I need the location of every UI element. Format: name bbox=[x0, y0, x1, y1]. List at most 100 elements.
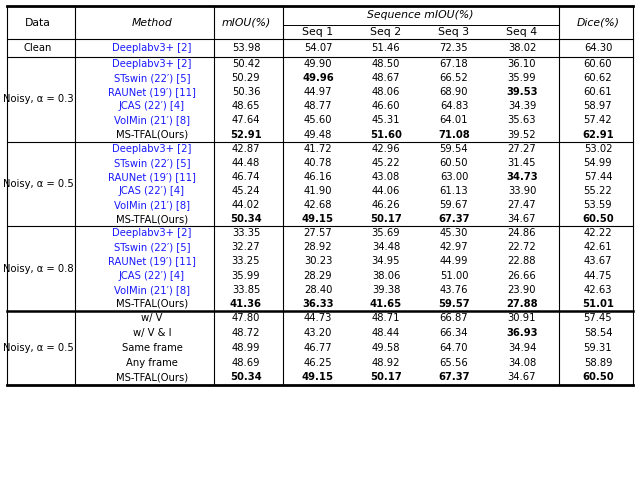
Text: 44.99: 44.99 bbox=[440, 256, 468, 267]
Text: 42.97: 42.97 bbox=[440, 242, 468, 252]
Text: 63.00: 63.00 bbox=[440, 172, 468, 182]
Text: 64.01: 64.01 bbox=[440, 115, 468, 126]
Text: 41.36: 41.36 bbox=[230, 299, 262, 309]
Text: 50.36: 50.36 bbox=[232, 87, 260, 97]
Text: 26.66: 26.66 bbox=[508, 270, 536, 281]
Text: 48.50: 48.50 bbox=[372, 59, 400, 69]
Text: 59.54: 59.54 bbox=[440, 143, 468, 154]
Text: 42.68: 42.68 bbox=[304, 200, 332, 210]
Text: 34.73: 34.73 bbox=[506, 172, 538, 182]
Text: 28.29: 28.29 bbox=[304, 270, 332, 281]
Text: 41.90: 41.90 bbox=[304, 186, 332, 196]
Text: 38.02: 38.02 bbox=[508, 43, 536, 53]
Text: 72.35: 72.35 bbox=[440, 43, 468, 53]
Text: 33.25: 33.25 bbox=[232, 256, 260, 267]
Text: Deeplabv3+ [2]: Deeplabv3+ [2] bbox=[112, 43, 192, 53]
Text: 58.89: 58.89 bbox=[584, 357, 612, 368]
Text: VolMin (21′) [8]: VolMin (21′) [8] bbox=[114, 200, 190, 210]
Text: 51.01: 51.01 bbox=[582, 299, 614, 309]
Text: 40.78: 40.78 bbox=[304, 158, 332, 168]
Text: JCAS (22′) [4]: JCAS (22′) [4] bbox=[119, 186, 185, 196]
Text: Method: Method bbox=[132, 17, 172, 28]
Text: 31.45: 31.45 bbox=[508, 158, 536, 168]
Text: Noisy, α = 0.3: Noisy, α = 0.3 bbox=[3, 94, 74, 104]
Text: 34.67: 34.67 bbox=[508, 214, 536, 224]
Text: 64.70: 64.70 bbox=[440, 343, 468, 353]
Text: 53.02: 53.02 bbox=[584, 143, 612, 154]
Text: 46.60: 46.60 bbox=[372, 101, 400, 112]
Text: 58.97: 58.97 bbox=[584, 101, 612, 112]
Text: VolMin (21′) [8]: VolMin (21′) [8] bbox=[114, 284, 190, 295]
Text: Dice(%): Dice(%) bbox=[577, 17, 620, 28]
Text: 36.33: 36.33 bbox=[302, 299, 333, 309]
Text: 51.46: 51.46 bbox=[372, 43, 400, 53]
Text: Noisy, α = 0.8: Noisy, α = 0.8 bbox=[3, 264, 74, 273]
Text: RAUNet (19′) [11]: RAUNet (19′) [11] bbox=[108, 87, 196, 97]
Text: 45.24: 45.24 bbox=[232, 186, 260, 196]
Text: 42.87: 42.87 bbox=[232, 143, 260, 154]
Text: 39.52: 39.52 bbox=[508, 129, 536, 140]
Text: 49.58: 49.58 bbox=[372, 343, 400, 353]
Text: 45.30: 45.30 bbox=[440, 228, 468, 238]
Text: 46.77: 46.77 bbox=[304, 343, 332, 353]
Text: 30.23: 30.23 bbox=[304, 256, 332, 267]
Text: JCAS (22′) [4]: JCAS (22′) [4] bbox=[119, 270, 185, 281]
Text: 66.52: 66.52 bbox=[440, 73, 468, 83]
Text: 42.61: 42.61 bbox=[584, 242, 612, 252]
Text: 43.67: 43.67 bbox=[584, 256, 612, 267]
Text: 38.06: 38.06 bbox=[372, 270, 400, 281]
Text: Deeplabv3+ [2]: Deeplabv3+ [2] bbox=[112, 228, 192, 238]
Text: Deeplabv3+ [2]: Deeplabv3+ [2] bbox=[112, 143, 192, 154]
Text: 67.37: 67.37 bbox=[438, 214, 470, 224]
Text: 33.85: 33.85 bbox=[232, 284, 260, 295]
Text: 28.92: 28.92 bbox=[304, 242, 332, 252]
Text: 57.42: 57.42 bbox=[584, 115, 612, 126]
Text: Same frame: Same frame bbox=[122, 343, 182, 353]
Text: 34.48: 34.48 bbox=[372, 242, 400, 252]
Text: 27.88: 27.88 bbox=[506, 299, 538, 309]
Text: 57.44: 57.44 bbox=[584, 172, 612, 182]
Text: 55.22: 55.22 bbox=[584, 186, 612, 196]
Text: 33.35: 33.35 bbox=[232, 228, 260, 238]
Text: 30.91: 30.91 bbox=[508, 313, 536, 323]
Text: 35.63: 35.63 bbox=[508, 115, 536, 126]
Text: Any frame: Any frame bbox=[126, 357, 178, 368]
Text: 45.22: 45.22 bbox=[372, 158, 400, 168]
Text: 44.75: 44.75 bbox=[584, 270, 612, 281]
Text: 44.48: 44.48 bbox=[232, 158, 260, 168]
Text: 39.38: 39.38 bbox=[372, 284, 400, 295]
Text: 46.26: 46.26 bbox=[372, 200, 400, 210]
Text: 48.99: 48.99 bbox=[232, 343, 260, 353]
Text: 51.00: 51.00 bbox=[440, 270, 468, 281]
Text: 50.34: 50.34 bbox=[230, 372, 262, 383]
Text: 53.59: 53.59 bbox=[584, 200, 612, 210]
Text: 34.39: 34.39 bbox=[508, 101, 536, 112]
Text: 60.60: 60.60 bbox=[584, 59, 612, 69]
Text: 52.91: 52.91 bbox=[230, 129, 262, 140]
Text: Noisy, α = 0.5: Noisy, α = 0.5 bbox=[3, 343, 74, 353]
Text: 36.10: 36.10 bbox=[508, 59, 536, 69]
Text: 67.37: 67.37 bbox=[438, 372, 470, 383]
Text: Data: Data bbox=[25, 17, 51, 28]
Text: 22.88: 22.88 bbox=[508, 256, 536, 267]
Text: 34.67: 34.67 bbox=[508, 372, 536, 383]
Text: 48.92: 48.92 bbox=[372, 357, 400, 368]
Text: Seq 4: Seq 4 bbox=[506, 27, 538, 37]
Text: 46.16: 46.16 bbox=[304, 172, 332, 182]
Text: 46.74: 46.74 bbox=[232, 172, 260, 182]
Text: 35.99: 35.99 bbox=[508, 73, 536, 83]
Text: mIOU(%): mIOU(%) bbox=[221, 17, 271, 28]
Text: 35.69: 35.69 bbox=[372, 228, 400, 238]
Text: 46.25: 46.25 bbox=[304, 357, 332, 368]
Text: MS-TFAL(Ours): MS-TFAL(Ours) bbox=[116, 299, 188, 309]
Text: 34.95: 34.95 bbox=[372, 256, 400, 267]
Text: VolMin (21′) [8]: VolMin (21′) [8] bbox=[114, 115, 190, 126]
Text: 57.45: 57.45 bbox=[584, 313, 612, 323]
Text: 65.56: 65.56 bbox=[440, 357, 468, 368]
Text: Seq 3: Seq 3 bbox=[438, 27, 470, 37]
Text: STswin (22′) [5]: STswin (22′) [5] bbox=[114, 158, 190, 168]
Text: 27.27: 27.27 bbox=[508, 143, 536, 154]
Text: 44.02: 44.02 bbox=[232, 200, 260, 210]
Text: 23.90: 23.90 bbox=[508, 284, 536, 295]
Text: 50.42: 50.42 bbox=[232, 59, 260, 69]
